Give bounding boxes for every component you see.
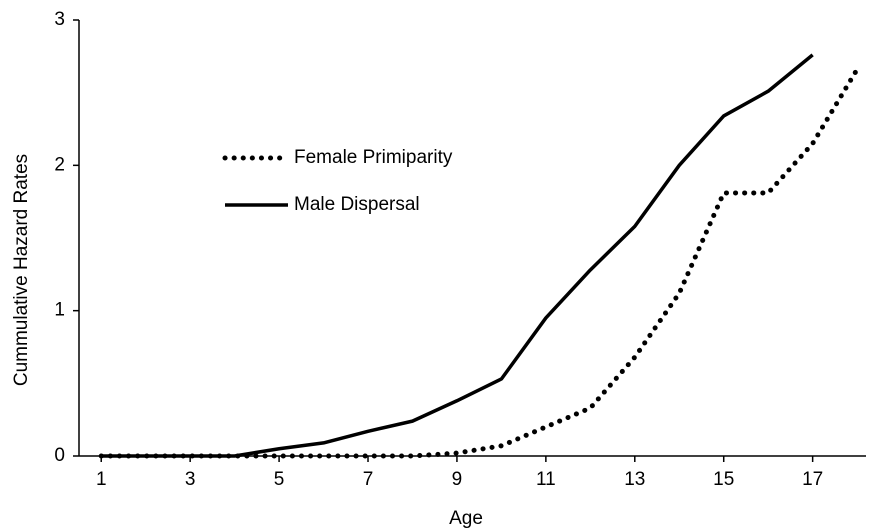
x-tick-label: 3 <box>185 469 196 490</box>
x-axis-title: Age <box>449 508 483 529</box>
series-line <box>98 66 860 459</box>
x-tick-label: 9 <box>452 469 463 490</box>
x-tick-label: 1 <box>96 469 107 490</box>
y-tick-label: 2 <box>54 154 65 175</box>
legend-label: Female Primiparity <box>294 147 453 168</box>
x-tick-label: 13 <box>624 469 645 490</box>
y-axis-title: Cummulative Hazard Rates <box>11 154 32 386</box>
y-tick-label: 0 <box>54 445 65 466</box>
x-tick-label: 5 <box>274 469 285 490</box>
y-tick-label: 1 <box>54 300 65 321</box>
x-tick-label: 11 <box>536 469 556 490</box>
y-tick-label: 3 <box>54 9 65 30</box>
series-line <box>101 53 814 458</box>
x-tick-label: 7 <box>363 469 374 490</box>
x-tick-label: 17 <box>802 469 823 490</box>
legend-label: Male Dispersal <box>294 194 420 215</box>
x-tick-label: 15 <box>713 469 734 490</box>
